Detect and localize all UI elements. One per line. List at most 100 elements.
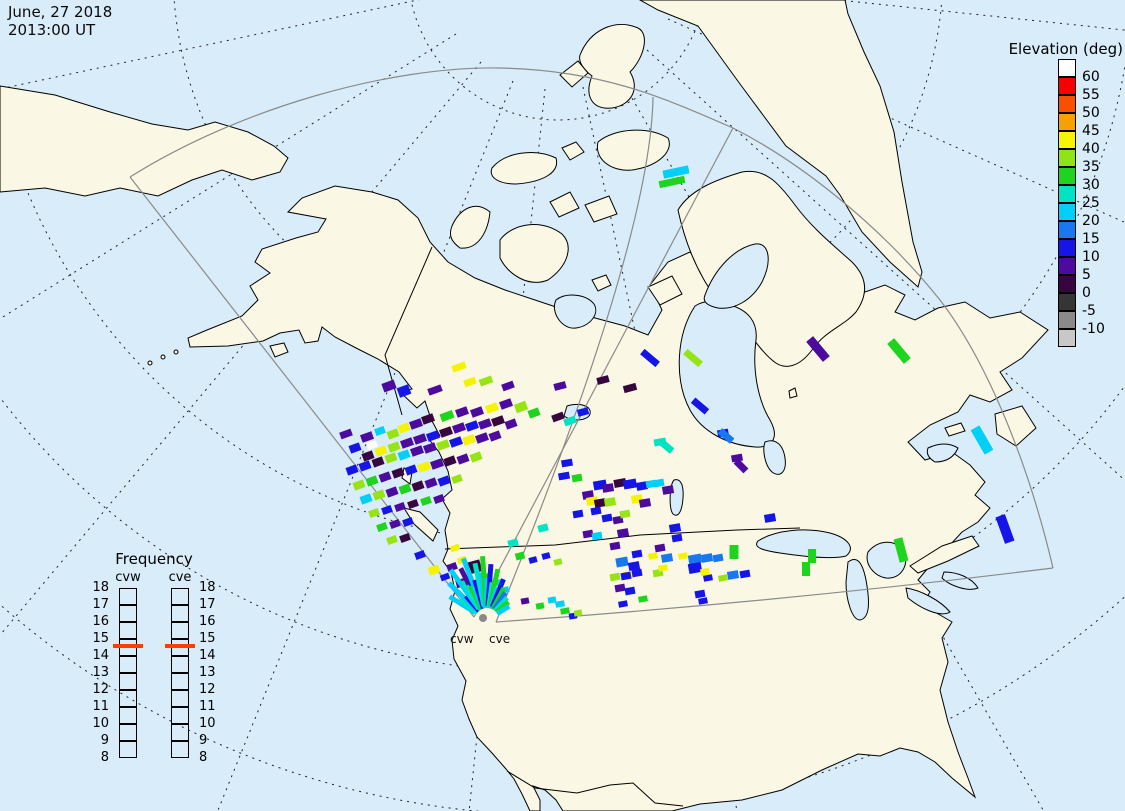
frequency-tick-label: 12 (92, 682, 109, 697)
elevation-tick-label: 55 (1082, 87, 1100, 103)
echo-cell (359, 493, 373, 505)
echo-cell (425, 430, 441, 442)
echo-cell (535, 602, 545, 610)
echo-cell (385, 486, 399, 498)
elevation-color-cell (1058, 203, 1076, 221)
land-somerset (584, 195, 618, 223)
echo-cell (358, 460, 372, 472)
land-prince-of-wales (549, 191, 580, 218)
beam-streak (458, 567, 472, 586)
echo-cell (609, 541, 621, 551)
elevation-color-cell (1058, 149, 1076, 167)
land-newfoundland (994, 405, 1037, 447)
echo-cell (368, 508, 380, 518)
echo-cell (387, 441, 401, 453)
echo-cell (488, 430, 502, 442)
echo-cell (555, 600, 565, 608)
frequency-scale-cell (171, 605, 189, 622)
echo-cell (437, 475, 451, 487)
echo-cell (427, 384, 443, 396)
frequency-scale-cell (119, 656, 137, 673)
elevation-color-cell (1058, 275, 1076, 293)
echo-cell (616, 528, 630, 538)
echo-cell (551, 411, 565, 423)
elevation-tick-label: 25 (1082, 195, 1100, 211)
echo-cell (654, 543, 666, 553)
echo-cell (614, 583, 626, 593)
echo-cell (887, 338, 911, 364)
land-greenland (638, 0, 923, 288)
date-text: June, 27 2018 (8, 3, 113, 21)
echo-cell (345, 464, 359, 476)
frequency-tick-label: 15 (199, 631, 216, 646)
frequency-scale-cell (119, 673, 137, 690)
elevation-color-cell (1058, 185, 1076, 203)
land-banks (449, 205, 491, 249)
elevation-tick-label: 40 (1082, 141, 1100, 157)
frequency-tick-label: 12 (199, 682, 216, 697)
beam-streak (448, 594, 477, 615)
echo-cell (498, 398, 514, 410)
echo-cell (609, 572, 621, 582)
echo-cell (537, 523, 549, 533)
inland-waters (554, 243, 979, 621)
echo-cell (443, 455, 457, 467)
echo-cell (409, 445, 425, 457)
elevation-tick-label: 0 (1082, 285, 1091, 301)
alaska-border (384, 246, 433, 416)
elevation-tick-label: 15 (1082, 231, 1100, 247)
lake-superior (756, 529, 851, 559)
frequency-scale-cell (171, 690, 189, 707)
echo-cell (478, 375, 494, 387)
frequency-scale-cell (119, 724, 137, 741)
elevation-color-cell (1058, 131, 1076, 149)
aleutian-island-1 (147, 360, 153, 366)
echo-cell (402, 517, 414, 527)
echo-cell (416, 461, 432, 473)
echo-cell (501, 380, 515, 392)
frequency-scale-cell (171, 741, 189, 758)
echo-cell (365, 475, 379, 487)
echo-cell (378, 471, 392, 483)
echo-cell (461, 434, 477, 446)
echo-cell (995, 514, 1015, 544)
echo-cell (618, 600, 628, 608)
elevation-color-cell (1058, 59, 1076, 77)
frequency-column-header-cve: cve (168, 570, 192, 585)
echo-cell (514, 551, 526, 561)
echo-cell (573, 609, 583, 617)
echo-cell (439, 410, 455, 422)
echo-cell (700, 553, 714, 563)
beam-streak (495, 604, 511, 616)
frequency-legend-title: Frequency (115, 550, 193, 568)
echo-cell (397, 449, 411, 461)
echo-cell (572, 509, 584, 519)
beam-streak (487, 568, 501, 607)
echo-cell (601, 513, 613, 523)
echo-cell (763, 513, 777, 523)
aleutian-island-2 (160, 354, 166, 360)
echo-cell (622, 478, 638, 490)
echo-cell (477, 418, 493, 430)
echo-cell (698, 597, 708, 605)
beam-streak (492, 591, 508, 611)
echo-cell (361, 450, 375, 462)
elevation-legend-title: Elevation (deg) (1008, 40, 1123, 58)
echo-cell (627, 561, 641, 571)
echo-cell (446, 562, 458, 572)
echo-cell (615, 556, 629, 568)
echo-cell (374, 426, 386, 436)
elevation-color-cell (1058, 329, 1076, 347)
echo-cell (408, 418, 424, 430)
echo-cell (463, 376, 477, 388)
frequency-tick-label: 14 (92, 648, 109, 663)
lake-huron (866, 541, 907, 579)
echo-cell (683, 348, 703, 368)
echo-cell (404, 464, 418, 476)
echo-cell (662, 165, 690, 179)
beam-streak (489, 578, 506, 608)
frequency-tick-label: 10 (92, 716, 109, 731)
echo-cell (528, 556, 538, 564)
echo-cell (394, 502, 406, 512)
echo-cell (739, 569, 751, 579)
